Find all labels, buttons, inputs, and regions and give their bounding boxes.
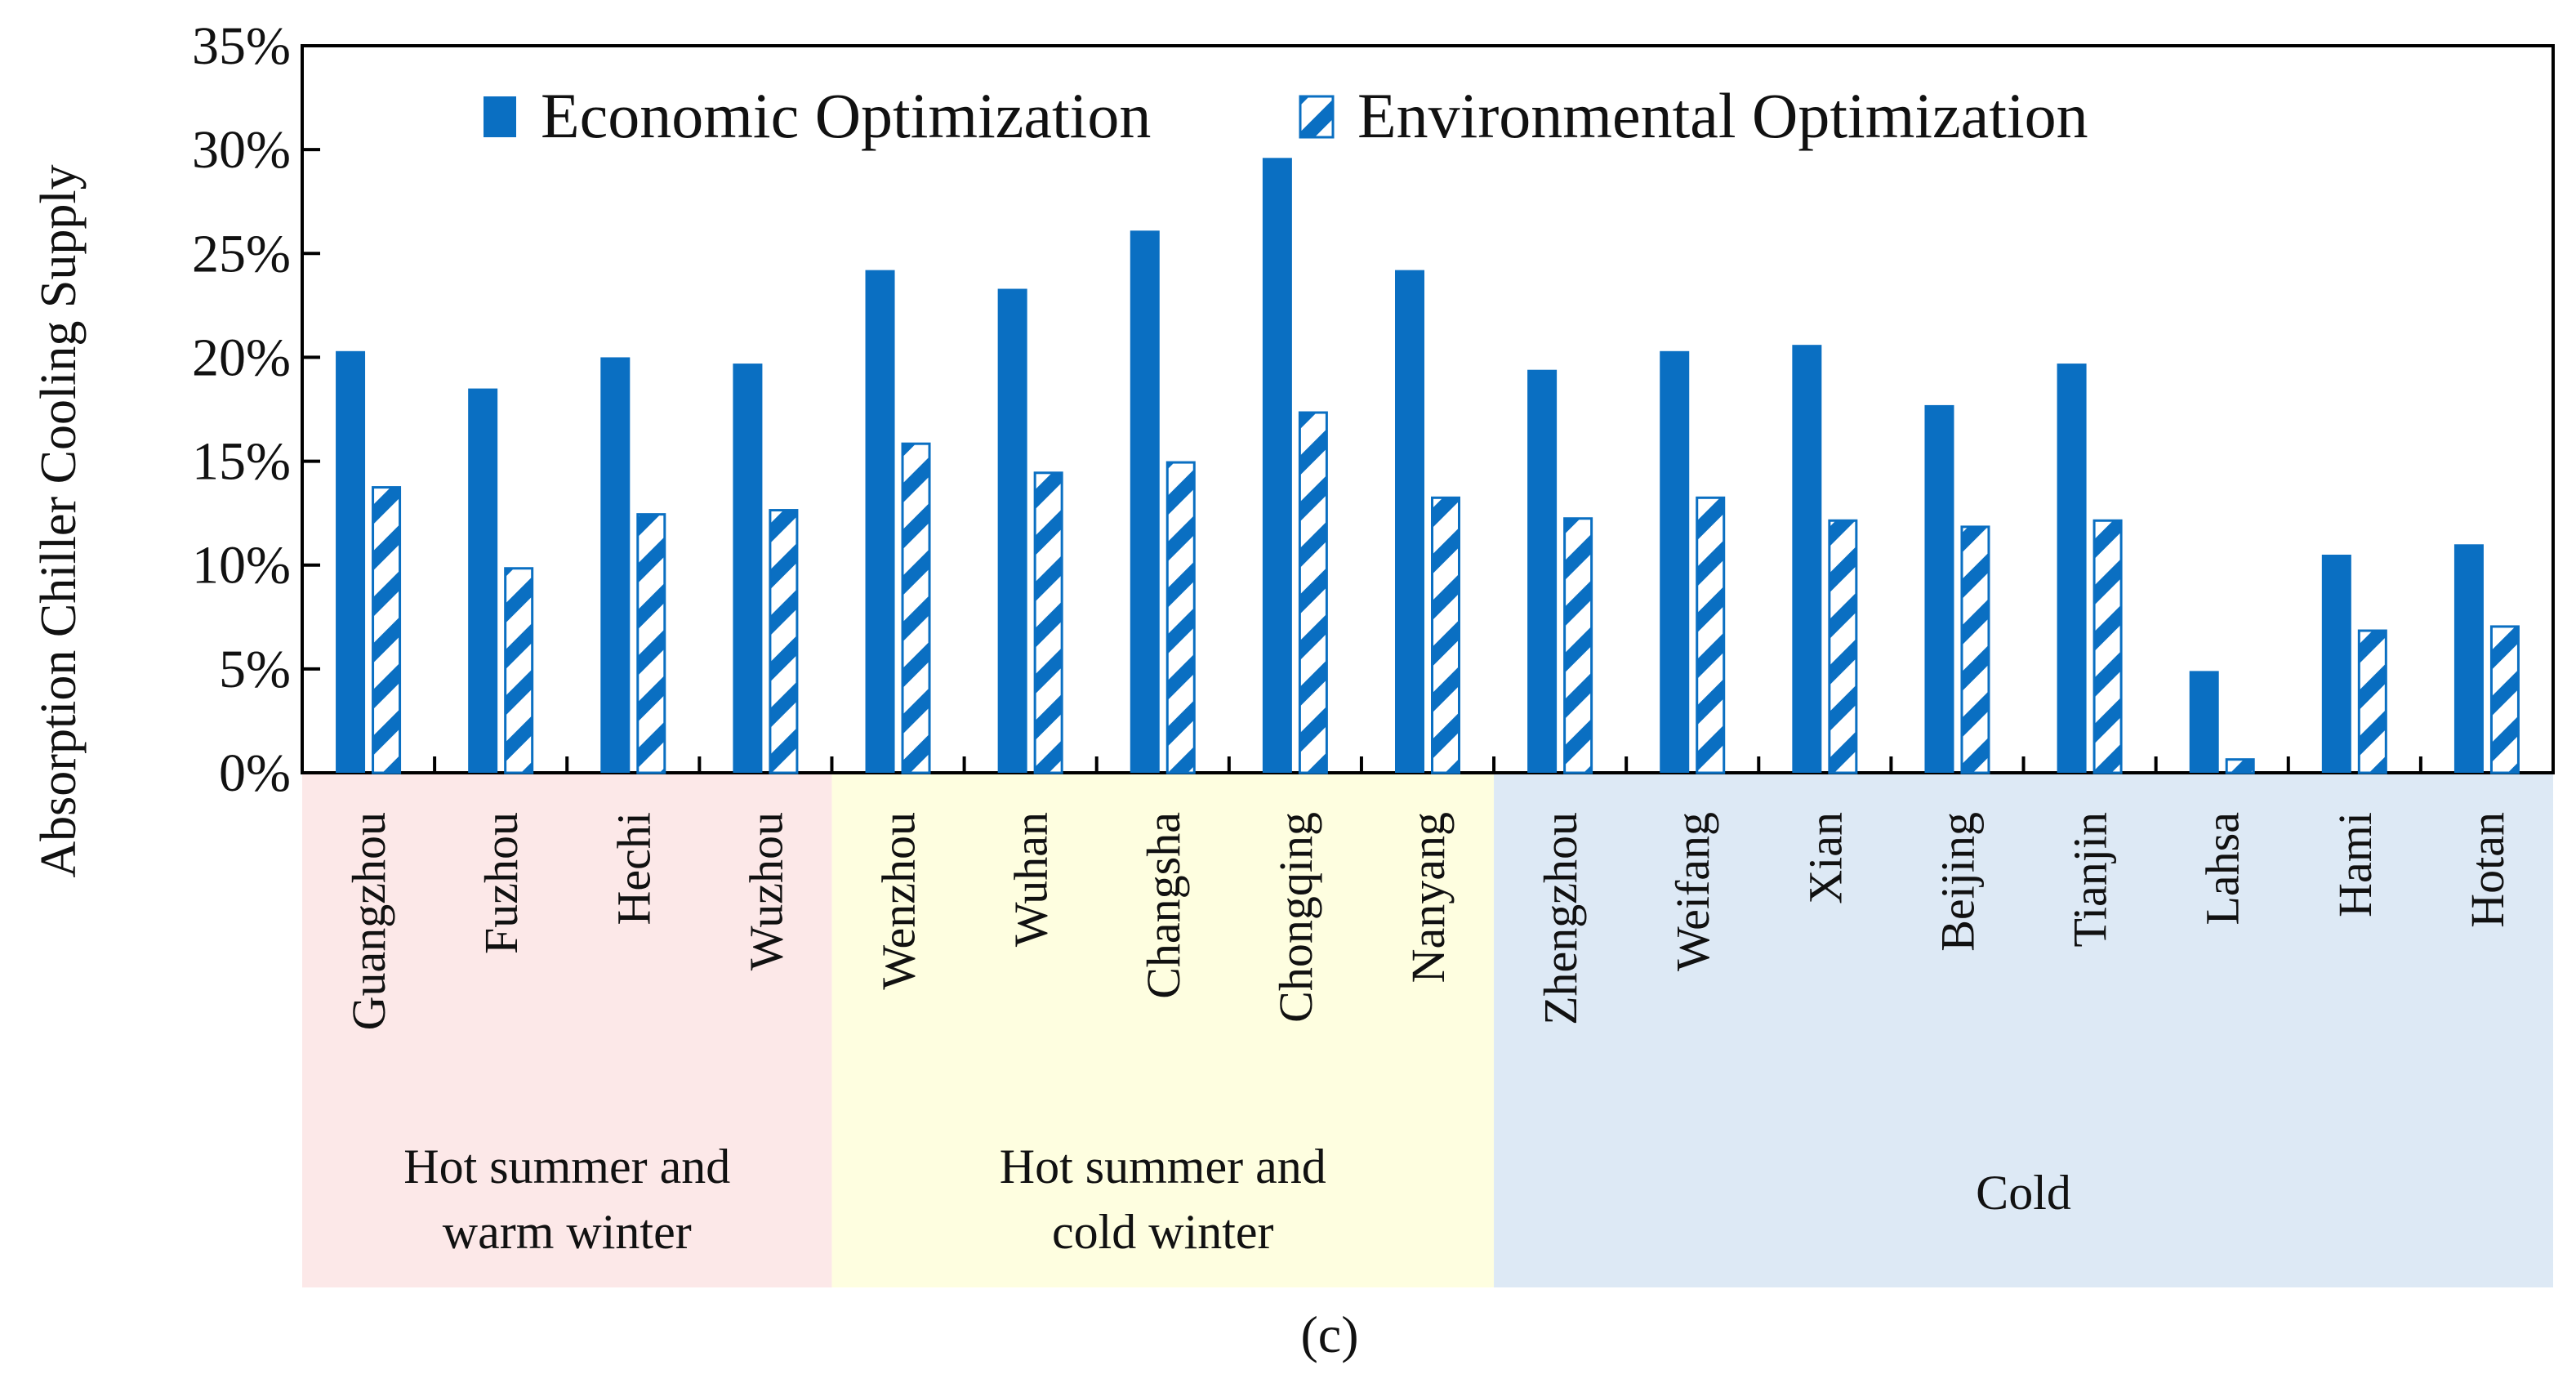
bar-environmental-optimization <box>2225 758 2255 774</box>
x-category-label: Tianjin <box>2064 812 2117 947</box>
bar-economic-optimization <box>336 350 366 773</box>
x-category-label: Wuhan <box>1005 812 1058 947</box>
climate-zone-band <box>1494 774 2553 1287</box>
x-category-label: Wenzhou <box>872 812 925 990</box>
bar-environmental-optimization <box>372 486 402 774</box>
bar-economic-optimization <box>1130 230 1160 773</box>
y-tick-label: 30% <box>192 120 291 180</box>
climate-zone-label: warm winter <box>443 1205 692 1259</box>
x-category-label: Changsha <box>1137 812 1190 999</box>
bar-environmental-optimization <box>1431 496 1460 774</box>
y-axis-title: Absorption Chiller Cooling Supply <box>31 164 87 877</box>
bar-environmental-optimization <box>2092 519 2123 774</box>
x-category-label: Hotan <box>2461 812 2514 928</box>
bar-economic-optimization <box>865 270 895 774</box>
y-tick-label: 0% <box>219 743 291 803</box>
y-tick-label: 5% <box>219 640 291 699</box>
climate-zone-label: Cold <box>1976 1166 2071 1220</box>
climate-zone-label: Hot summer and <box>1000 1140 1326 1193</box>
bar-economic-optimization <box>2321 555 2351 773</box>
bar-environmental-optimization <box>1960 525 1990 774</box>
climate-zone-label: cold winter <box>1052 1205 1274 1259</box>
x-category-label: Xian <box>1798 812 1852 904</box>
bar-environmental-optimization <box>1298 411 1328 774</box>
x-category-label: Beijing <box>1931 812 1984 952</box>
y-tick-label: 10% <box>192 536 291 596</box>
x-category-label: Hechi <box>607 812 660 926</box>
bar-environmental-optimization <box>504 567 534 774</box>
climate-zone-label: Hot summer and <box>403 1140 730 1193</box>
y-tick-label: 20% <box>192 328 291 387</box>
climate-zone-band <box>831 774 1495 1287</box>
legend-label: Environmental Optimization <box>1357 80 2088 151</box>
bar-economic-optimization <box>2057 364 2087 773</box>
chart-axes <box>301 44 2555 774</box>
bar-economic-optimization <box>1527 369 1558 773</box>
x-category-label: Zhengzhou <box>1534 812 1587 1025</box>
bar-environmental-optimization <box>1696 496 1726 774</box>
bar-economic-optimization <box>997 288 1027 773</box>
x-category-label: Hami <box>2329 812 2382 917</box>
panel-label: (c) <box>1300 1305 1358 1363</box>
x-category-label: Lahsa <box>2196 812 2249 926</box>
chart-legend: Economic Optimization Environmental Optim… <box>484 80 2088 151</box>
x-category-label: Chongqing <box>1269 812 1322 1023</box>
legend-swatch-environmental <box>1299 95 1335 139</box>
x-category-label: Weifang <box>1666 812 1719 971</box>
y-tick-label: 25% <box>192 224 291 283</box>
bar-environmental-optimization <box>1033 471 1063 774</box>
legend-label: Economic Optimization <box>541 80 1151 151</box>
y-tick-label: 15% <box>192 432 291 492</box>
y-tick-label: 35% <box>192 16 291 76</box>
bar-environmental-optimization <box>901 442 931 774</box>
bar-environmental-optimization <box>2489 625 2520 774</box>
climate-zone-band <box>302 774 832 1287</box>
bar-economic-optimization <box>1660 350 1690 773</box>
x-category-label: Nanyang <box>1402 812 1455 983</box>
bar-environmental-optimization <box>1828 519 1858 774</box>
climate-zone-bands <box>302 774 2553 1287</box>
legend-swatch-economic <box>484 96 516 137</box>
bar-environmental-optimization <box>636 513 666 774</box>
bar-environmental-optimization <box>2357 629 2387 774</box>
bar-economic-optimization <box>468 388 498 773</box>
x-category-label: Guangzhou <box>342 812 395 1030</box>
bar-economic-optimization <box>2189 671 2219 773</box>
bar-economic-optimization <box>600 357 631 773</box>
x-category-label: Fuzhou <box>475 812 528 954</box>
bar-economic-optimization <box>1262 158 1292 774</box>
plot-frame <box>301 44 2555 774</box>
bar-environmental-optimization <box>1563 517 1593 774</box>
chart-bars <box>336 158 2520 774</box>
chart-labels: Hot summer and warm winter Hot summer and c… <box>31 16 2514 1363</box>
bar-environmental-optimization <box>769 509 799 774</box>
bar-economic-optimization <box>2453 544 2484 773</box>
bar-economic-optimization <box>1924 404 1954 773</box>
bar-economic-optimization <box>733 364 763 773</box>
x-category-label: Wuzhou <box>739 812 792 970</box>
bar-economic-optimization <box>1792 345 1822 774</box>
bar-economic-optimization <box>1395 270 1424 774</box>
bar-environmental-optimization <box>1165 461 1196 774</box>
